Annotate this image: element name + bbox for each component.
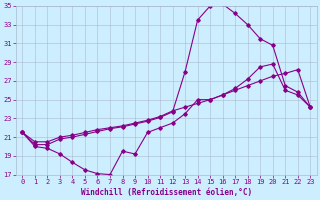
X-axis label: Windchill (Refroidissement éolien,°C): Windchill (Refroidissement éolien,°C) [81, 188, 252, 197]
